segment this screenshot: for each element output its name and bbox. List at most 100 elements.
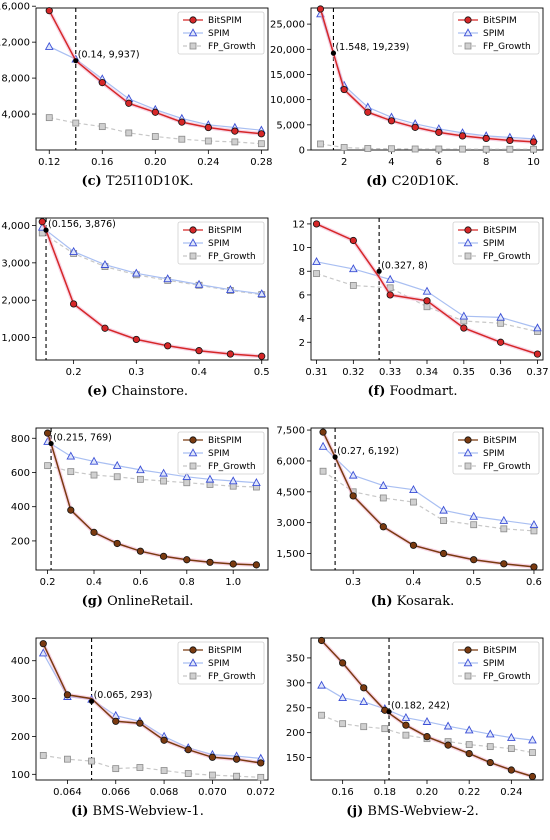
data-point	[206, 558, 214, 566]
y-tick-label: 800	[11, 434, 30, 445]
y-tick-label: 300	[11, 694, 30, 705]
data-point	[231, 138, 239, 146]
data-point	[506, 145, 514, 153]
caption-text: Kosarak.	[396, 594, 455, 609]
data-point	[506, 136, 514, 145]
y-tick-label: 12,000	[0, 38, 30, 49]
legend-label: SPIM	[208, 29, 230, 39]
legend: BitSPIM SPIM FP_Growth	[177, 641, 265, 685]
y-tick-label: 15,000	[270, 70, 305, 81]
y-tick-label: 5,000	[276, 120, 305, 131]
data-point	[533, 350, 542, 358]
caption-j: (j) BMS-Webview-2.	[275, 804, 550, 819]
series-bitspim	[45, 7, 265, 138]
x-tick-label: 0.8	[179, 577, 195, 588]
annotation-label: (0.215, 769)	[53, 433, 112, 444]
data-point	[387, 117, 396, 125]
data-point	[151, 133, 159, 140]
legend-label: SPIM	[483, 29, 505, 39]
annotation-label: (0.27, 6,192)	[337, 446, 399, 457]
data-point	[112, 460, 122, 469]
y-tick-label: 6,000	[276, 456, 305, 467]
x-tick-label: 0.35	[453, 367, 475, 378]
data-point	[113, 473, 121, 481]
series-bitspim	[317, 636, 537, 781]
x-tick-label: 0.31	[305, 367, 327, 378]
legend-label: FP_Growth	[483, 672, 531, 682]
series-line	[42, 643, 261, 764]
data-point	[43, 429, 52, 437]
legend-label: FP_Growth	[208, 672, 256, 682]
series-bitspim	[316, 5, 538, 146]
x-tick-label: 0.36	[490, 367, 512, 378]
data-point	[195, 347, 203, 355]
data-point	[349, 236, 357, 245]
caption-d: (d) C20D10K.	[275, 174, 550, 189]
series-bitspim	[43, 429, 260, 569]
legend-swatch-marker	[189, 42, 197, 50]
legend-box	[452, 431, 540, 475]
data-point	[348, 470, 358, 479]
legend-swatch-marker	[464, 646, 472, 654]
data-point	[72, 119, 80, 127]
legend-swatch-marker	[188, 448, 198, 457]
legend-label: FP_Growth	[483, 252, 531, 262]
y-tick-label: 100	[11, 770, 30, 781]
y-tick-label: 3,000	[276, 518, 305, 529]
legend-swatch-marker	[463, 448, 473, 457]
y-tick-label: 10	[292, 243, 305, 254]
y-tick-label: 6	[299, 290, 305, 301]
data-point	[530, 145, 537, 153]
y-tick-label: 10,000	[270, 95, 305, 106]
x-tick-label: 0.20	[416, 787, 438, 798]
caption-text: Foodmart.	[389, 384, 458, 399]
legend-label: SPIM	[483, 239, 505, 249]
legend-swatch-marker	[464, 16, 472, 24]
chart-panel-c: 0.12 0.16 0.20 0.24 0.28 4,000 8,000 12,000 16,0…	[0, 0, 275, 189]
x-tick-label: 0.068	[150, 787, 179, 798]
data-point	[257, 759, 265, 767]
legend-label: BitSPIM	[483, 646, 517, 656]
panel-label: (c)	[81, 174, 102, 189]
chart-panel-i: 0.064 0.066 0.068 0.070 0.072 100 200 300 400 (0.…	[0, 630, 275, 819]
chart-g: 0.2 0.4 0.6 0.8 1.0 200 400 600 800 (0.215, 769) B…	[11, 427, 269, 588]
legend-swatch-marker	[464, 252, 472, 260]
legend-label: FP_Growth	[208, 252, 256, 262]
y-tick-label: 1,000	[1, 333, 30, 344]
annotation-label: (0.182, 242)	[391, 701, 450, 712]
data-point	[163, 274, 173, 283]
data-point	[507, 766, 515, 774]
caption-c: (c) T25I10D10K.	[0, 174, 275, 189]
legend: BitSPIM SPIM FP_Growth	[452, 641, 540, 685]
x-tick-label: 0.4	[191, 367, 207, 378]
data-point	[136, 764, 144, 771]
data-point	[159, 468, 168, 477]
series-fp-growth	[39, 751, 265, 781]
data-point	[529, 519, 539, 528]
legend-label: BitSPIM	[483, 16, 517, 26]
x-tick-label: 0.066	[101, 787, 130, 798]
legend-swatch-marker	[464, 672, 472, 680]
data-point	[204, 123, 212, 132]
legend-swatch-marker	[464, 226, 472, 234]
data-point	[113, 539, 121, 548]
x-tick-label: 0.6	[526, 577, 542, 588]
data-point	[470, 556, 478, 564]
caption-i: (i) BMS-Webview-1.	[0, 804, 275, 819]
caption-text: C20D10K.	[391, 174, 459, 189]
data-point	[423, 733, 431, 741]
data-point	[409, 484, 418, 493]
annotation-label: (0.327, 8)	[381, 260, 428, 271]
legend-swatch-marker	[189, 462, 197, 470]
data-point	[458, 132, 467, 140]
data-point	[67, 506, 75, 514]
x-tick-label: 0.070	[198, 787, 227, 798]
data-point	[435, 145, 443, 153]
y-tick-label: 0	[299, 146, 305, 157]
data-point	[338, 693, 347, 702]
data-point	[443, 721, 453, 730]
annotation-point	[43, 227, 49, 233]
annotation-label: (0.14, 9,937)	[78, 50, 140, 61]
legend-box	[177, 641, 265, 685]
data-point	[160, 736, 168, 744]
